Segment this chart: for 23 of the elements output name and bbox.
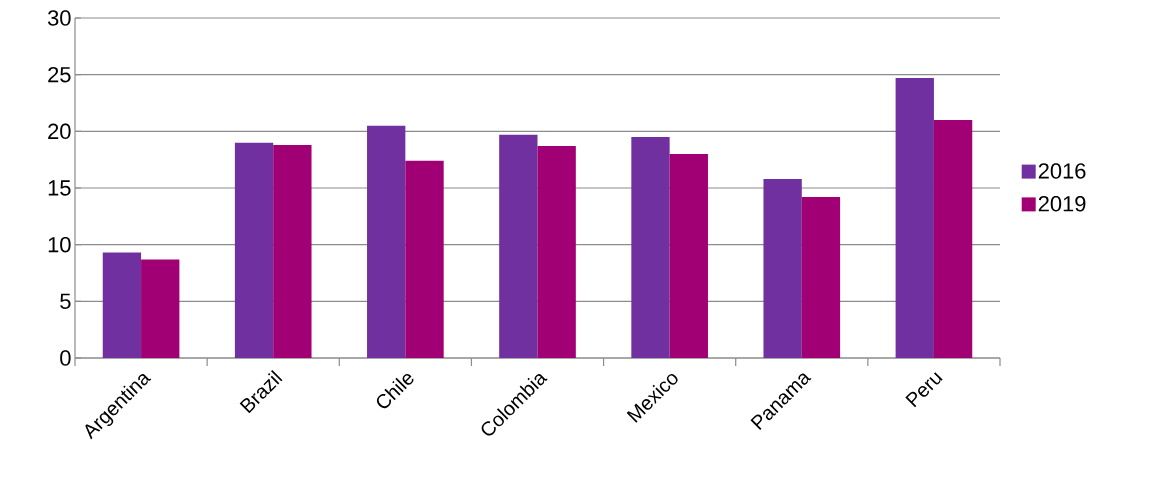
legend-label: 2016 [1038,163,1086,179]
bar [801,197,841,358]
legend-label: 2019 [1038,195,1086,212]
bar [537,146,576,358]
y-tick-label: 15 [48,180,71,196]
bar [895,78,934,358]
bar [367,125,406,358]
y-tick-label: 20 [48,123,71,140]
bar [669,154,708,358]
y-tick-label: 30 [47,10,71,26]
bar [234,142,274,358]
y-tick-label: 10 [48,236,71,253]
bar [933,120,973,358]
bar [273,144,312,358]
bar [763,178,802,358]
bar [405,160,444,358]
y-tick-label: 0 [60,350,71,366]
bar [102,252,142,358]
bar [631,137,670,358]
y-tick-label: 5 [60,293,71,309]
y-tick-label: 25 [48,66,71,83]
bar [499,134,538,358]
bar [141,259,180,358]
